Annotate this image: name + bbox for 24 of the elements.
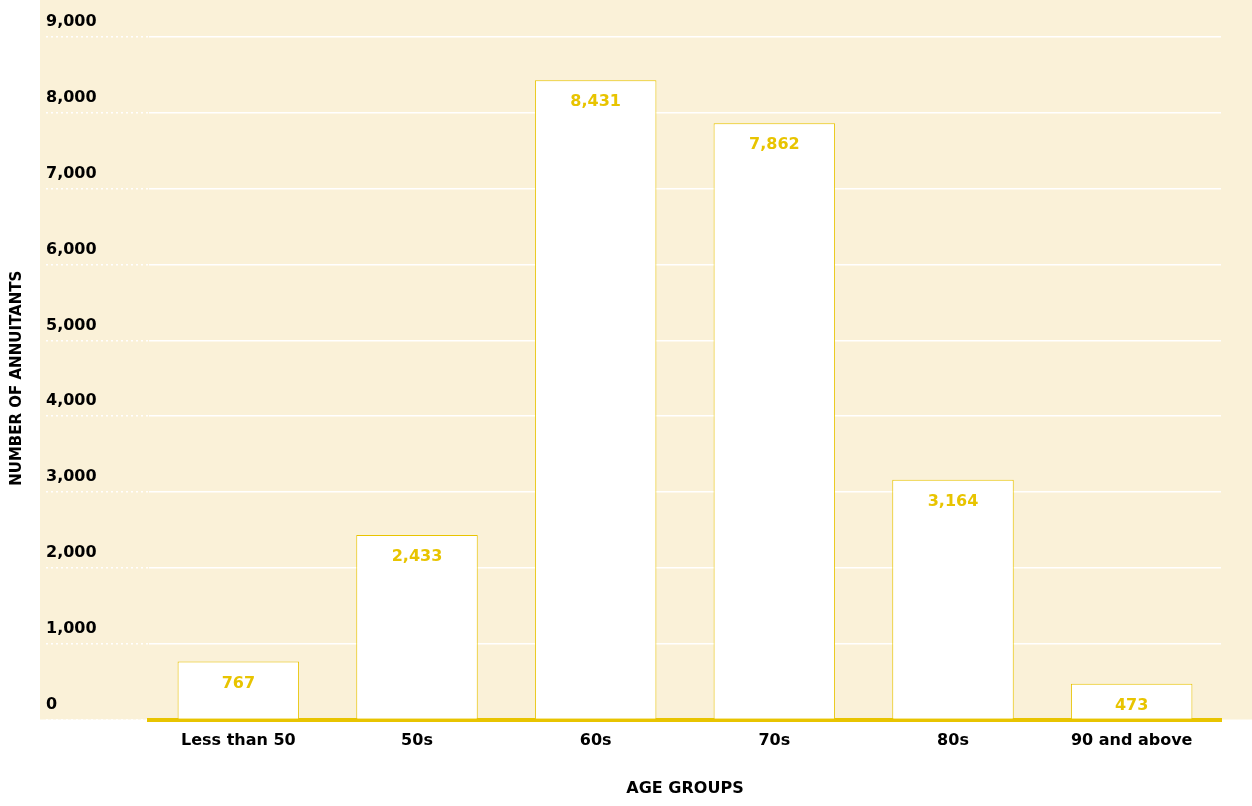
data-label: 767 — [221, 672, 256, 692]
y-tick-label: 3,000 — [46, 466, 97, 486]
x-tick-label: 90 and above — [1070, 730, 1193, 750]
x-tick-label: 60s — [579, 730, 612, 750]
y-tick-label: 2,000 — [46, 542, 97, 562]
y-tick-label: 5,000 — [46, 314, 97, 334]
data-label: 7,862 — [749, 134, 800, 154]
x-tick-label: 80s — [937, 730, 969, 750]
x-tick-label: 70s — [758, 730, 791, 750]
data-label: 8,431 — [570, 91, 621, 111]
y-axis-title: NUMBER OF ANNUITANTS — [6, 270, 25, 486]
y-tick-label: 9,000 — [46, 11, 97, 31]
x-tick-label: Less than 50 — [180, 730, 296, 750]
y-tick-label: 7,000 — [46, 162, 97, 182]
y-tick-label: 0 — [46, 693, 58, 713]
y-tick-label: 4,000 — [46, 390, 97, 410]
data-label: 473 — [1114, 694, 1149, 714]
y-tick-label: 8,000 — [46, 87, 97, 106]
data-label: 2,433 — [391, 546, 443, 566]
y-tick-label: 1,000 — [46, 617, 97, 637]
y-tick-label: 6,000 — [46, 238, 97, 258]
x-axis-title: AGE GROUPS — [626, 777, 744, 797]
data-label: 3,164 — [927, 490, 979, 510]
x-tick-label: 50s — [401, 730, 433, 750]
